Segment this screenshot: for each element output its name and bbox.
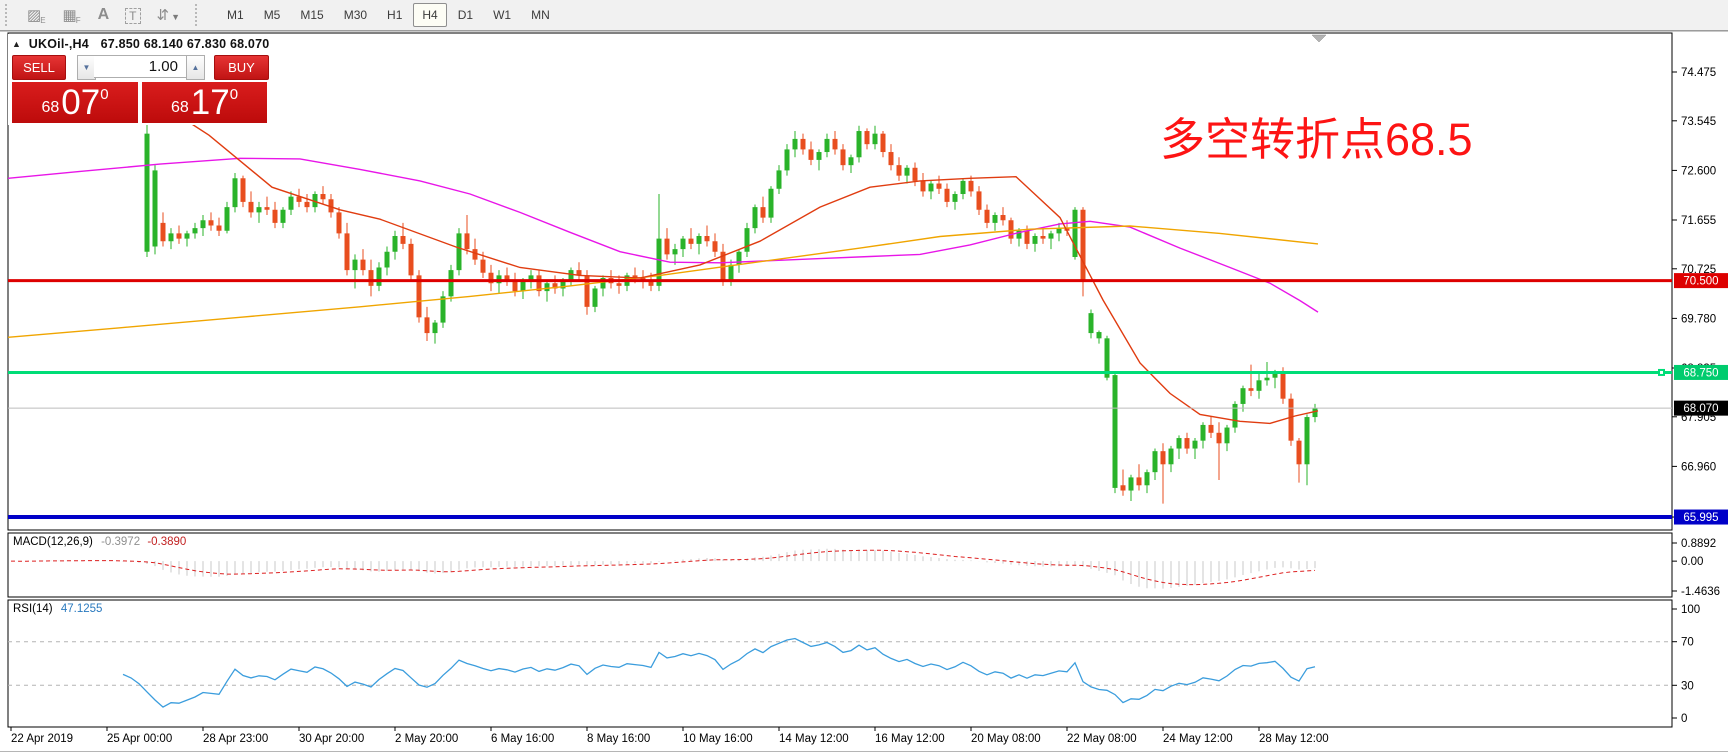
- experts-icon[interactable]: ▨E: [27, 6, 46, 25]
- price-tick-label: 74.475: [1681, 67, 1716, 79]
- macd-signal-line: [10, 549, 1316, 586]
- price-tick-label: 73.545: [1681, 116, 1716, 128]
- timeframe-button-D1[interactable]: D1: [457, 8, 474, 22]
- macd-tick-label: 0.8892: [1681, 538, 1716, 550]
- buy-button-label: BUY: [228, 60, 255, 75]
- toolbar: ▨E ▦F A T ⇵ ▼ M1 M5 M15 M30 H1 H4 D1 W1 MN: [0, 0, 1728, 31]
- date-label: 20 May 08:00: [971, 733, 1041, 745]
- price-badge: [1674, 400, 1728, 416]
- text-box-icon[interactable]: T: [125, 7, 141, 24]
- price-tick-label: 72.600: [1681, 165, 1716, 177]
- rsi-tick-label: 0: [1681, 713, 1687, 725]
- macd-name: MACD(12,26,9): [13, 536, 93, 548]
- buy-button[interactable]: BUY: [214, 55, 269, 80]
- window-frame-line: [0, 30, 1728, 32]
- timeframe-group: M1 M5 M15 M30 H1 H4 D1 W1 MN: [207, 3, 560, 27]
- buy-price-box[interactable]: 68 17 0: [142, 82, 267, 123]
- price-tick-label: 70.725: [1681, 264, 1716, 276]
- sell-button[interactable]: SELL: [12, 55, 66, 80]
- svg-text:70.500: 70.500: [1683, 276, 1718, 288]
- rsi-line: [122, 637, 1316, 708]
- date-label: 28 Apr 23:00: [203, 733, 268, 745]
- ohlc-values: 67.850 68.140 67.830 68.070: [100, 37, 270, 51]
- timeframe-button-W1[interactable]: W1: [493, 8, 512, 22]
- date-label: 22 Apr 2019: [11, 733, 73, 745]
- buy-price-sup: 0: [229, 86, 239, 103]
- svg-text:68.750: 68.750: [1683, 367, 1718, 379]
- timeframe-button-M5[interactable]: M5: [263, 8, 281, 22]
- macd-label: MACD(12,26,9) -0.3972 -0.3890: [13, 536, 186, 548]
- date-label: 25 Apr 00:00: [107, 733, 172, 745]
- tools-group: ▨E ▦F A T ⇵ ▼: [17, 6, 190, 25]
- macd-panel[interactable]: [7, 532, 1673, 598]
- macd-tick-label: 0.00: [1681, 556, 1703, 568]
- date-label: 16 May 12:00: [875, 733, 945, 745]
- sell-price-big: 07: [61, 83, 101, 122]
- timeframe-button-M15[interactable]: M15: [300, 8, 324, 22]
- price-badge: [1674, 273, 1728, 289]
- svg-text:68.070: 68.070: [1683, 403, 1718, 415]
- macd-value-signal: -0.3890: [147, 536, 187, 548]
- date-label: 24 May 12:00: [1163, 733, 1233, 745]
- rsi-panel[interactable]: [7, 599, 1673, 728]
- price-badge: [1674, 509, 1728, 525]
- text-label-icon[interactable]: A: [97, 6, 110, 23]
- sell-price-sup: 0: [100, 86, 109, 103]
- chart-shift-marker[interactable]: [1311, 34, 1327, 43]
- buy-price-small: 68: [170, 99, 189, 116]
- collapse-arrow-icon[interactable]: ▲: [12, 39, 22, 49]
- date-label: 30 Apr 20:00: [299, 733, 364, 745]
- timeframe-button-MN[interactable]: MN: [531, 8, 550, 22]
- cycle-arrows-icon[interactable]: ⇵ ▼: [156, 6, 181, 24]
- price-tick-label: 71.655: [1681, 215, 1716, 227]
- ma-orange[interactable]: [7, 225, 1319, 338]
- toolbar-grip[interactable]: [195, 4, 202, 26]
- price-tick-label: 69.780: [1681, 313, 1716, 325]
- date-label: 28 May 12:00: [1259, 733, 1329, 745]
- sell-button-label: SELL: [23, 60, 55, 75]
- svg-text:65.995: 65.995: [1683, 512, 1718, 524]
- volume-input[interactable]: [94, 55, 186, 78]
- rsi-tick-label: 30: [1681, 680, 1694, 692]
- buy-price-big: 17: [190, 83, 230, 122]
- rsi-tick-label: 70: [1681, 637, 1694, 649]
- rsi-value: 47.1255: [60, 603, 103, 615]
- date-label: 10 May 16:00: [683, 733, 753, 745]
- date-label: 14 May 12:00: [779, 733, 849, 745]
- sell-price-small: 68: [41, 99, 60, 116]
- date-label: 6 May 16:00: [491, 733, 554, 745]
- chart-title: ▲ UKOil-,H4 67.850 68.140 67.830 68.070: [12, 37, 269, 51]
- timeframe-button-H1[interactable]: H1: [387, 8, 403, 22]
- timeframe-button-M1[interactable]: M1: [227, 8, 244, 22]
- date-label: 22 May 08:00: [1067, 733, 1137, 745]
- macd-tick-label: -1.4636: [1681, 586, 1720, 598]
- price-tick-label: 66.960: [1681, 461, 1716, 473]
- sell-price-box[interactable]: 68 07 0: [12, 82, 138, 123]
- macd-value-main: -0.3972: [101, 536, 141, 548]
- date-label: 8 May 16:00: [587, 733, 650, 745]
- symbol-title: UKOil-,H4: [28, 37, 89, 51]
- timeframe-button-M30[interactable]: M30: [343, 8, 368, 22]
- ma-red[interactable]: [149, 96, 1319, 425]
- rsi-name: RSI(14): [13, 603, 53, 615]
- price-badge: [1674, 364, 1728, 380]
- rsi-tick-label: 100: [1681, 604, 1700, 616]
- chevron-down-icon[interactable]: ▼: [171, 11, 181, 22]
- date-label: 2 May 20:00: [395, 733, 458, 745]
- grid-f-icon[interactable]: ▦F: [62, 6, 81, 25]
- timeframe-button-H4[interactable]: H4: [413, 3, 447, 27]
- volume-increase-button[interactable]: ▲: [186, 55, 205, 80]
- rsi-label: RSI(14) 47.1255: [13, 603, 102, 615]
- toolbar-grip[interactable]: [5, 4, 12, 26]
